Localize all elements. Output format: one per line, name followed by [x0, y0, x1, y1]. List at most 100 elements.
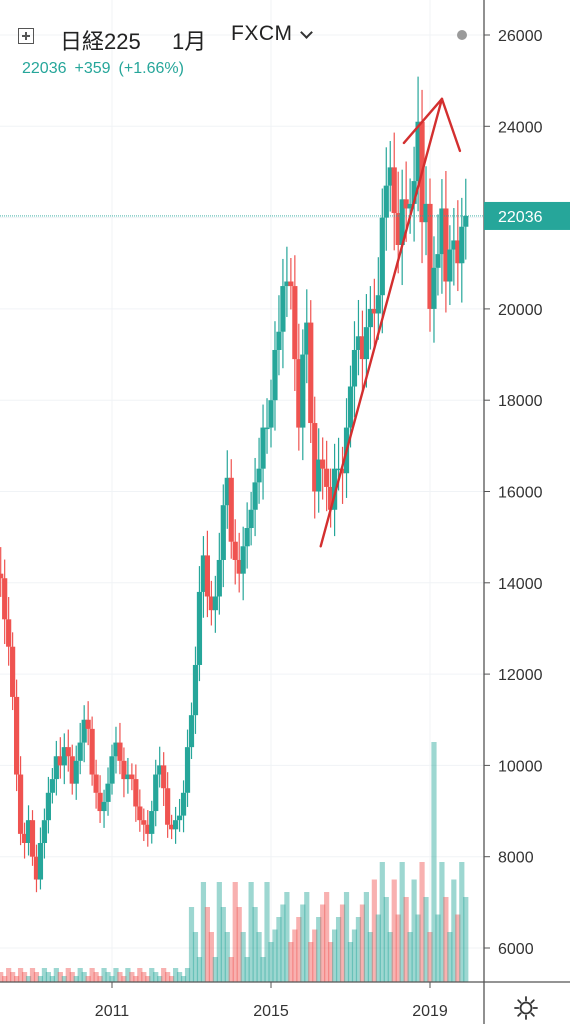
volume-bar: [93, 972, 99, 982]
volume-bar: [248, 882, 254, 982]
y-tick-label: 14000: [498, 576, 543, 593]
candle-body: [332, 468, 338, 510]
volume-bar: [149, 968, 155, 982]
volume-bar: [284, 892, 290, 982]
x-tick-label: 2015: [253, 1003, 289, 1020]
volume-bar: [272, 929, 278, 982]
volume-bar: [411, 879, 417, 982]
candle-body: [399, 199, 405, 245]
candle-body: [105, 783, 111, 802]
volume-bar: [204, 907, 210, 982]
candle-body: [204, 555, 210, 597]
volume-bar: [25, 976, 32, 982]
volume-bar: [447, 932, 453, 982]
candle-body: [264, 427, 270, 430]
volume-bar: [451, 879, 457, 982]
candle-body: [387, 167, 393, 186]
candle-body: [308, 322, 314, 424]
volume-bar: [85, 976, 91, 982]
volume-bar: [343, 892, 350, 982]
volume-bar: [29, 968, 36, 982]
candle-body: [2, 578, 8, 620]
volume-bar: [224, 932, 230, 982]
data-source[interactable]: FXCM: [231, 22, 293, 45]
y-tick-label: 24000: [498, 119, 543, 136]
candle-body: [137, 806, 143, 821]
volume-bar: [375, 914, 381, 982]
candle-body: [117, 742, 123, 761]
candle-body: [196, 591, 203, 665]
volume-bar: [41, 968, 48, 982]
candle-body: [97, 792, 103, 812]
volume-bar: [220, 907, 226, 982]
interval-label[interactable]: 1月: [172, 29, 207, 54]
volume-bar: [49, 976, 55, 982]
volume-bar: [383, 897, 389, 982]
candle-body: [292, 286, 298, 360]
candle-body: [443, 208, 449, 282]
candle-body: [121, 760, 127, 780]
candle-body: [371, 308, 377, 314]
candle-body: [296, 359, 302, 428]
volume-bar: [10, 972, 16, 982]
candle-body: [216, 559, 222, 597]
volume-bar: [184, 968, 191, 982]
plus-square-icon[interactable]: [18, 28, 34, 44]
candle-body: [395, 213, 401, 245]
candle-body: [320, 459, 326, 469]
time-axis-bg: [0, 982, 570, 1024]
volume-bar: [463, 897, 469, 982]
candle-body: [252, 482, 258, 510]
arrow-shaft: [319, 97, 444, 548]
volume-bar: [439, 862, 445, 982]
candle-body: [153, 774, 159, 812]
volume-bar: [256, 932, 262, 982]
candle-body: [359, 336, 366, 360]
volume-bar: [316, 917, 322, 982]
candle-body: [367, 308, 373, 328]
candle-body: [165, 788, 171, 825]
candle-body: [61, 747, 67, 766]
candle-body: [14, 696, 20, 775]
candle-body: [73, 760, 79, 784]
chevron-down-icon[interactable]: [300, 26, 313, 39]
volume-bar: [339, 904, 346, 982]
volume-bar: [387, 932, 393, 982]
candle-body: [77, 742, 83, 761]
volume-bar: [97, 976, 103, 982]
candle-body: [157, 765, 163, 775]
symbol-name[interactable]: 日経225: [60, 29, 141, 54]
gear-icon[interactable]: [513, 995, 539, 1021]
volume-bar: [328, 942, 334, 982]
candle-body: [109, 756, 115, 784]
volume-bar: [165, 972, 171, 982]
volume-bar: [129, 972, 135, 982]
candle-body: [125, 774, 131, 780]
volume-bar: [292, 929, 298, 982]
candle-body: [391, 167, 397, 214]
candle-body: [248, 509, 254, 529]
y-tick-label: 12000: [498, 667, 543, 684]
volume-bar: [173, 968, 179, 982]
volume-bar: [355, 917, 362, 982]
volume-bar: [351, 929, 358, 982]
candle-body: [10, 646, 16, 697]
volume-bar: [153, 972, 159, 982]
y-tick-label: 6000: [498, 941, 534, 958]
volume-bar: [6, 968, 12, 982]
candle-body: [200, 555, 207, 592]
volume-bar: [176, 972, 183, 982]
volume-bar: [192, 932, 199, 982]
volume-bar: [45, 972, 51, 982]
volume-bar: [109, 976, 115, 982]
candle-body: [149, 811, 155, 834]
volume-bar: [73, 976, 79, 982]
arrow-annotation[interactable]: [319, 97, 462, 548]
candle-body: [363, 327, 369, 360]
candle-body: [411, 181, 417, 204]
arrow-head-left: [402, 97, 444, 145]
candle-body: [272, 349, 278, 401]
candle-body: [161, 765, 167, 789]
